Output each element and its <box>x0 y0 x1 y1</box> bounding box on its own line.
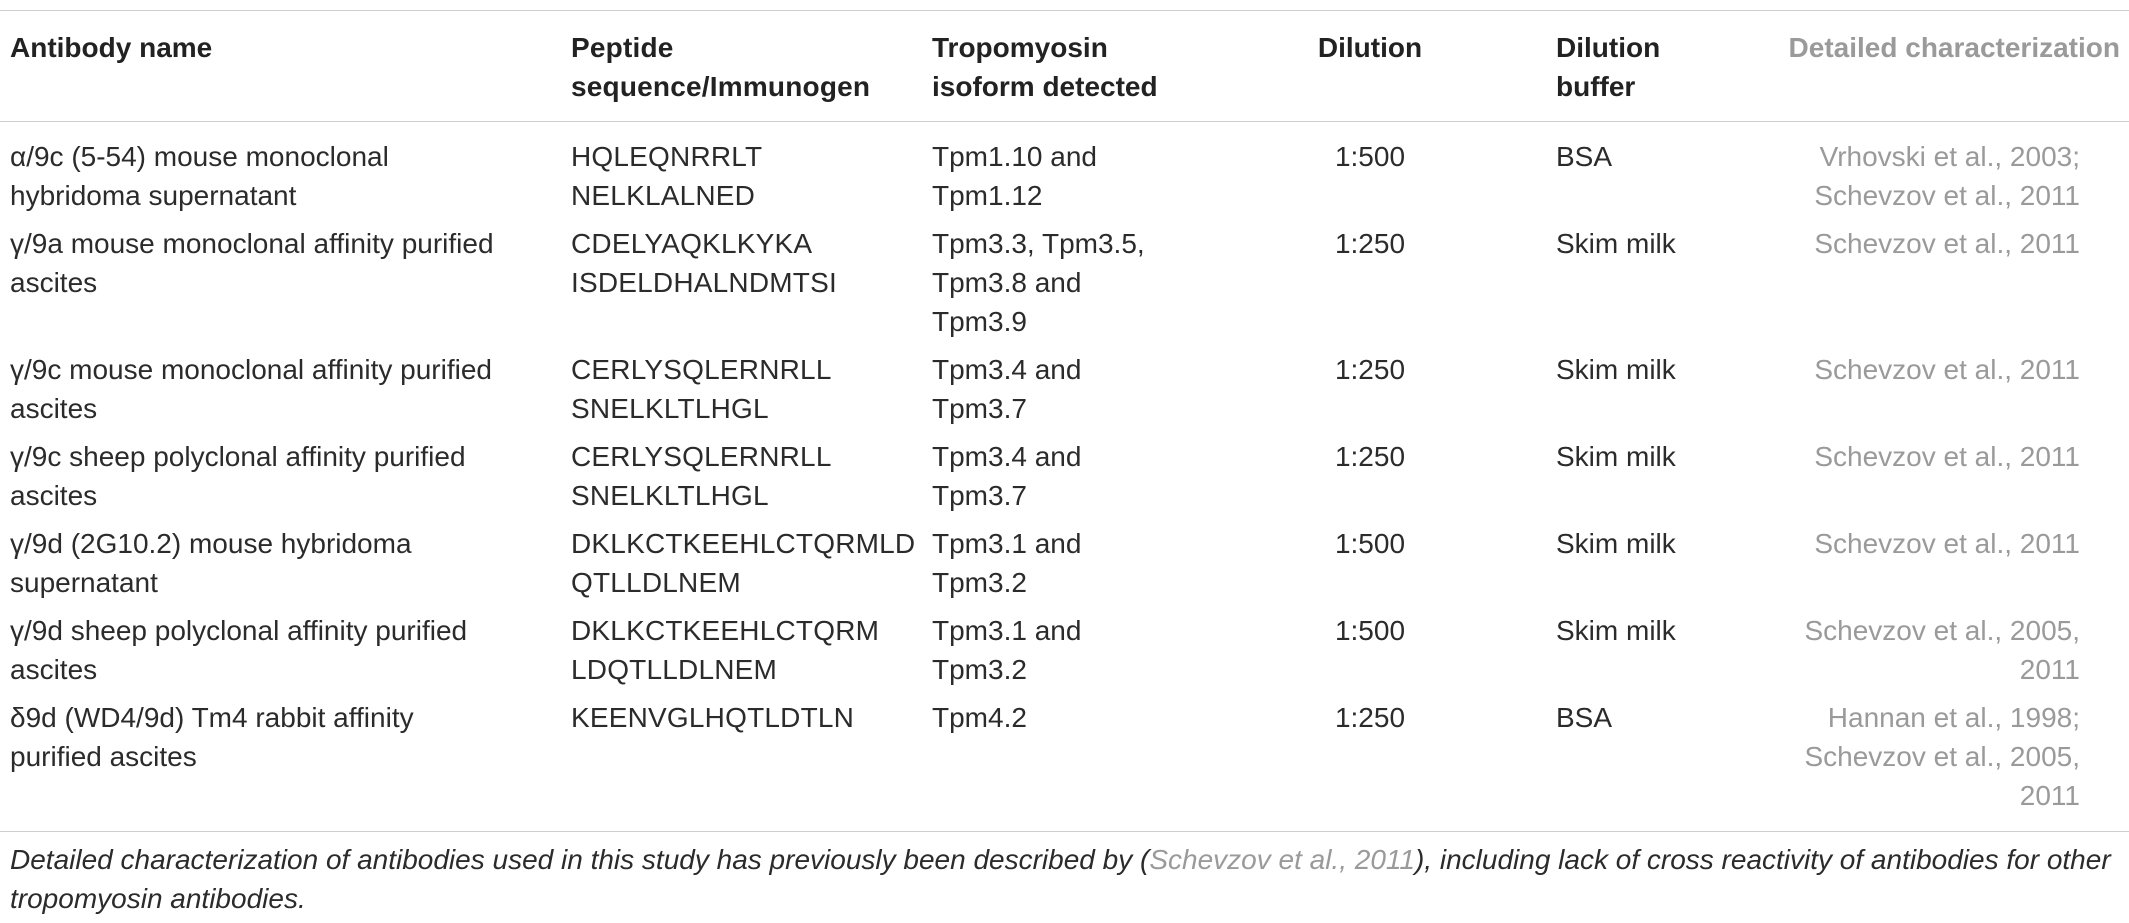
header-dilution: Dilution <box>1317 32 1423 63</box>
cell-reference-link[interactable]: Schevzov et al., 2011 <box>1814 441 2080 472</box>
cell-dilution: 1:500 <box>1334 615 1406 646</box>
table-footnote: Detailed characterization of antibodies … <box>10 840 2120 918</box>
cell-peptide: DKLKCTKEEHLCTQRMLD QTLLDLNEM <box>571 528 916 598</box>
header-isoform-detected: Tropomyosin isoform detected <box>932 32 1158 102</box>
cell-dilution: 1:500 <box>1334 528 1406 559</box>
cell-peptide: HQLEQNRRLT NELKLALNED <box>571 141 763 211</box>
cell-reference-link[interactable]: Hannan et al., 1998; Schevzov et al., 20… <box>1804 702 2080 811</box>
header-dilution-buffer: Dilution buffer <box>1556 32 1661 102</box>
cell-peptide: KEENVGLHQTLDTLN <box>571 702 855 733</box>
cell-reference-link[interactable]: Schevzov et al., 2011 <box>1814 354 2080 385</box>
cell-isoform: Tpm3.4 and Tpm3.7 <box>932 441 1082 511</box>
cell-isoform: Tpm3.4 and Tpm3.7 <box>932 354 1082 424</box>
cell-isoform: Tpm1.10 and Tpm1.12 <box>932 141 1097 211</box>
cell-antibody: γ/9c mouse monoclonal affinity purified … <box>10 354 492 424</box>
cell-isoform: Tpm3.1 and Tpm3.2 <box>932 528 1082 598</box>
cell-buffer: Skim milk <box>1556 441 1676 472</box>
header-detailed-characterization: Detailed characterization <box>1788 32 2120 63</box>
cell-dilution: 1:500 <box>1334 141 1406 172</box>
cell-peptide: CERLYSQLERNRLL SNELKLTLHGL <box>571 441 832 511</box>
cell-isoform: Tpm3.1 and Tpm3.2 <box>932 615 1082 685</box>
cell-antibody: γ/9a mouse monoclonal affinity purified … <box>10 228 494 298</box>
cell-buffer: Skim milk <box>1556 615 1676 646</box>
cell-reference-link[interactable]: Vrhovski et al., 2003; Schevzov et al., … <box>1814 141 2080 211</box>
cell-antibody: δ9d (WD4/9d) Tm4 rabbit affinity purifie… <box>10 702 414 772</box>
cell-isoform: Tpm4.2 <box>932 702 1027 733</box>
cell-buffer: BSA <box>1556 141 1613 172</box>
table-bottom-rule <box>0 831 2129 832</box>
footnote-text-after: ), including lack of cross reactivity of… <box>10 844 2111 914</box>
header-peptide-sequence: Peptide sequence/Immunogen <box>571 32 871 102</box>
cell-buffer: Skim milk <box>1556 228 1676 259</box>
cell-peptide: DKLKCTKEEHLCTQRM LDQTLLDLNEM <box>571 615 880 685</box>
table-header-rule <box>0 121 2129 122</box>
cell-dilution: 1:250 <box>1334 228 1406 259</box>
cell-buffer: BSA <box>1556 702 1613 733</box>
cell-antibody: γ/9d sheep polyclonal affinity purified … <box>10 615 468 685</box>
footnote-reference-link[interactable]: Schevzov et al., 2011 <box>1149 844 1415 875</box>
cell-peptide: CDELYAQKLKYKA ISDELDHALNDMTSI <box>571 228 837 298</box>
cell-peptide: CERLYSQLERNRLL SNELKLTLHGL <box>571 354 832 424</box>
cell-buffer: Skim milk <box>1556 528 1676 559</box>
footnote-text-before: Detailed characterization of antibodies … <box>10 844 1150 875</box>
cell-reference-link[interactable]: Schevzov et al., 2011 <box>1814 528 2080 559</box>
cell-buffer: Skim milk <box>1556 354 1676 385</box>
cell-antibody: α/9c (5-54) mouse monoclonal hybridoma s… <box>10 141 389 211</box>
cell-dilution: 1:250 <box>1334 702 1406 733</box>
cell-reference-link[interactable]: Schevzov et al., 2005, 2011 <box>1804 615 2080 685</box>
cell-antibody: γ/9c sheep polyclonal affinity purified … <box>10 441 466 511</box>
cell-antibody: γ/9d (2G10.2) mouse hybridoma supernatan… <box>10 528 412 598</box>
table-top-rule <box>0 10 2129 11</box>
cell-isoform: Tpm3.3, Tpm3.5, Tpm3.8 and Tpm3.9 <box>932 228 1145 337</box>
cell-dilution: 1:250 <box>1334 441 1406 472</box>
cell-reference-link[interactable]: Schevzov et al., 2011 <box>1814 228 2080 259</box>
header-antibody-name: Antibody name <box>10 32 213 63</box>
cell-dilution: 1:250 <box>1334 354 1406 385</box>
